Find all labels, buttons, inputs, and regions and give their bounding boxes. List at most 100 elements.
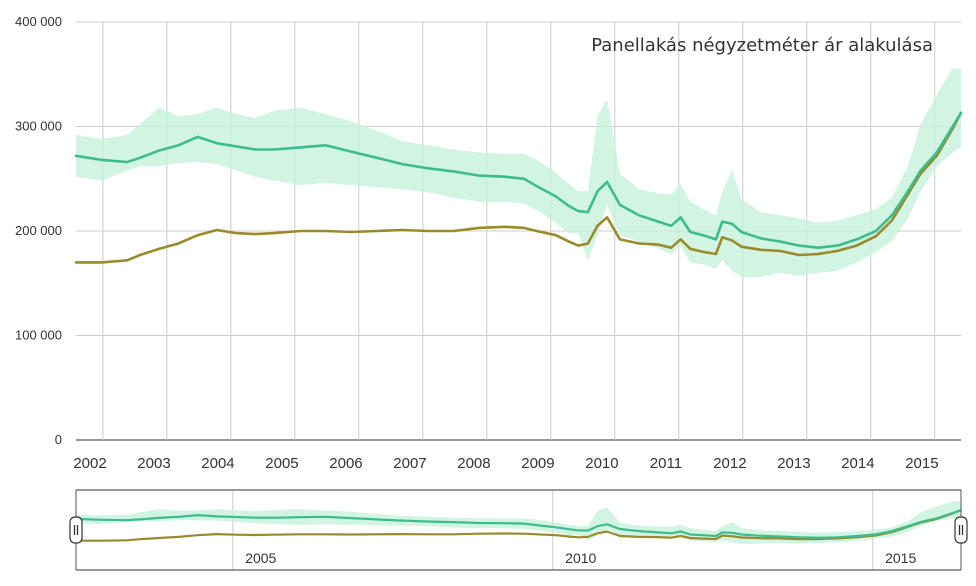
data-point-green — [587, 211, 589, 214]
navigator-tick-label: 2005 — [245, 550, 276, 566]
x-tick-label: 2009 — [521, 455, 554, 472]
data-point-olive — [855, 244, 858, 247]
data-point-olive — [177, 242, 180, 245]
data-point-olive — [158, 247, 161, 250]
data-point-green — [427, 167, 429, 170]
data-point-green — [960, 112, 962, 114]
data-point-green — [657, 220, 660, 223]
x-tick-label: 2002 — [73, 455, 106, 472]
data-point-green — [890, 214, 893, 217]
data-point-olive — [577, 244, 580, 247]
data-point-green — [919, 169, 922, 172]
data-point-green — [740, 231, 743, 233]
series-layer — [74, 111, 963, 264]
data-point-olive — [715, 253, 717, 255]
data-point-green — [324, 144, 327, 147]
y-tick-label: 100 000 — [15, 328, 62, 343]
data-point-olive — [679, 238, 682, 241]
x-tick-label: 2014 — [841, 455, 874, 472]
data-point-olive — [555, 234, 557, 237]
data-point-olive — [874, 235, 877, 238]
data-point-green — [935, 151, 938, 154]
data-point-olive — [324, 230, 327, 232]
data-point-green — [836, 244, 839, 247]
data-point-green — [299, 146, 301, 149]
data-point-olive — [638, 242, 641, 245]
navigator-tick-label: 2015 — [885, 550, 916, 566]
x-tick-label: 2004 — [201, 455, 234, 472]
data-point-olive — [798, 254, 801, 256]
data-point-olive — [75, 261, 77, 264]
data-point-olive — [606, 216, 609, 219]
data-point-green — [235, 145, 237, 148]
data-point-olive — [619, 238, 621, 241]
data-point-olive — [702, 251, 705, 253]
data-point-green — [375, 156, 378, 159]
data-point-green — [670, 224, 673, 227]
data-point-green — [817, 246, 820, 249]
navigator-series-line-green — [75, 509, 962, 539]
x-tick-label: 2012 — [713, 455, 746, 472]
x-tick-label: 2013 — [777, 455, 810, 472]
data-point-green — [596, 190, 599, 193]
data-point-green — [273, 148, 276, 151]
data-point-olive — [670, 246, 673, 249]
data-point-olive — [740, 245, 743, 248]
data-point-olive — [731, 239, 733, 242]
data-point-green — [721, 220, 724, 223]
data-point-olive — [401, 229, 404, 231]
data-point-green — [139, 156, 141, 159]
data-point-olive — [567, 240, 570, 243]
x-tick-label: 2005 — [265, 455, 298, 472]
data-point-green — [523, 177, 525, 180]
data-point-olive — [452, 230, 455, 232]
data-point-olive — [478, 226, 481, 229]
range-navigator[interactable]: 2005 2010 2015 — [69, 489, 968, 571]
data-point-olive — [375, 230, 378, 232]
data-point-olive — [427, 230, 429, 232]
data-point-green — [759, 237, 762, 240]
navigator-confidence-band — [76, 501, 961, 544]
data-point-olive — [235, 232, 237, 234]
data-point-olive — [759, 248, 762, 251]
data-point-green — [401, 163, 404, 166]
navigator-right-handle[interactable] — [954, 516, 968, 544]
data-point-green — [567, 205, 570, 207]
data-point-olive — [254, 233, 257, 236]
data-point-olive — [817, 253, 820, 255]
data-point-olive — [523, 226, 525, 229]
y-tick-label: 0 — [55, 432, 62, 447]
navigator-left-handle[interactable] — [69, 516, 83, 544]
data-point-green — [951, 125, 954, 128]
data-point-green — [679, 216, 682, 219]
y-tick-label: 300 000 — [15, 119, 62, 134]
confidence-band-layer — [76, 68, 961, 277]
x-tick-label: 2010 — [585, 455, 618, 472]
data-point-green — [874, 230, 877, 232]
pause-handle-icon[interactable] — [954, 516, 968, 544]
data-point-green — [215, 142, 218, 145]
data-point-olive — [689, 247, 692, 250]
chart-title: Panellakás négyzetméter ár alakulása — [591, 35, 933, 56]
x-tick-label: 2008 — [457, 455, 490, 472]
data-point-olive — [100, 261, 103, 264]
data-point-olive — [721, 236, 724, 239]
x-tick-label: 2006 — [329, 455, 362, 472]
data-point-green — [75, 154, 77, 157]
data-point-olive — [126, 259, 129, 262]
navigator-frame[interactable] — [76, 490, 961, 570]
data-point-green — [452, 170, 455, 173]
data-point-olive — [196, 234, 199, 237]
data-point-green — [503, 175, 506, 178]
data-point-green — [606, 180, 609, 183]
confidence-band — [76, 68, 961, 277]
y-tick-label: 200 000 — [15, 223, 62, 238]
data-point-green — [715, 238, 717, 241]
navigator-tick-label: 2010 — [565, 550, 596, 566]
data-point-green — [638, 214, 641, 217]
data-point-green — [798, 244, 801, 247]
pause-handle-icon[interactable] — [69, 516, 83, 544]
data-point-green — [731, 222, 733, 225]
data-point-green — [535, 185, 538, 187]
data-point-green — [555, 195, 557, 198]
